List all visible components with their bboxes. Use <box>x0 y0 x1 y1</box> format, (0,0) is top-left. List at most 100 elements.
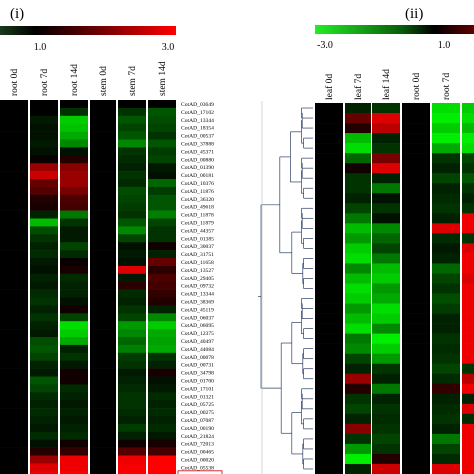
heatmap-cell <box>462 283 474 294</box>
heatmap-cell <box>118 376 146 385</box>
heatmap-cell <box>0 234 28 243</box>
heatmap-cell <box>402 213 430 224</box>
heatmap-cell <box>462 413 474 425</box>
heatmap-cell <box>30 344 58 354</box>
heatmap-cell <box>90 384 116 393</box>
heatmap-cell <box>0 218 28 227</box>
heatmap-cell <box>432 323 460 334</box>
heatmap-cell <box>315 263 343 274</box>
heatmap-cell <box>60 179 88 188</box>
heatmap-cell <box>345 343 371 354</box>
heatmap-cell <box>90 234 116 243</box>
heatmap-cell <box>462 273 474 284</box>
heatmap-cell <box>315 103 343 114</box>
row-label: CotAD_40497 <box>181 339 214 345</box>
heatmap-cell <box>0 423 28 433</box>
heatmap-cell <box>90 107 116 117</box>
heatmap-cell <box>372 253 400 264</box>
row-label: CotAD_11876 <box>181 189 214 195</box>
heatmap-cell <box>30 115 58 124</box>
heatmap-cell <box>90 179 116 188</box>
heatmap-cell <box>372 113 400 124</box>
heatmap-cell <box>402 183 430 194</box>
heatmap-cell <box>148 297 176 306</box>
heatmap-cell <box>118 400 146 409</box>
heatmap-cell <box>345 153 371 164</box>
heatmap-cell <box>90 368 116 377</box>
heatmap-cell <box>148 115 176 124</box>
heatmap-cell <box>402 303 430 314</box>
heatmap-cell <box>462 113 474 124</box>
heatmap-cell <box>148 384 176 393</box>
heatmap-cell <box>118 455 146 464</box>
heatmap-cell <box>60 439 88 448</box>
heatmap-cell <box>60 265 88 275</box>
heatmap-cell <box>60 289 88 298</box>
heatmap-cell <box>462 293 474 304</box>
heatmap-cell <box>30 179 58 188</box>
heatmap-cell <box>60 431 88 440</box>
heatmap-cell <box>432 393 460 405</box>
heatmap-cell <box>315 243 343 254</box>
heatmap-cell <box>315 403 343 415</box>
heatmap-cell <box>60 131 88 140</box>
heatmap-cell <box>345 133 371 144</box>
heatmap-cell <box>90 423 116 433</box>
heatmap-cell <box>60 305 88 314</box>
heatmap-cell <box>60 115 88 124</box>
heatmap-cell <box>30 352 58 361</box>
heatmap-cell <box>345 173 371 184</box>
heatmap-cell <box>60 281 88 290</box>
heatmap-cell <box>0 313 28 322</box>
heatmap-cell <box>60 297 88 306</box>
panel-ii-label: (ii) <box>405 6 423 22</box>
heatmap-cell <box>30 123 58 132</box>
heatmap-cell <box>345 303 371 314</box>
heatmap-cell <box>118 163 146 172</box>
heatmap-cell <box>148 179 176 188</box>
heatmap-cell <box>345 183 371 194</box>
heatmap-cell <box>372 123 400 134</box>
heatmap-cell <box>30 273 58 282</box>
heatmap-cell <box>90 147 116 156</box>
heatmap-cell <box>118 147 146 156</box>
heatmap-cell <box>118 242 146 251</box>
heatmap-cell <box>432 443 460 455</box>
heatmap-cell <box>30 258 58 267</box>
heatmap-cell <box>432 203 460 214</box>
heatmap-cell <box>462 243 474 254</box>
heatmap-cell <box>402 443 430 455</box>
heatmap-cell <box>432 233 460 244</box>
heatmap-cell <box>148 416 176 425</box>
heatmap-cell <box>315 203 343 214</box>
heatmap-cell <box>148 147 176 156</box>
heatmap-cell <box>90 360 116 369</box>
heatmap-cell <box>118 305 146 314</box>
heatmap-cell <box>315 313 343 324</box>
heatmap-cell <box>462 223 474 234</box>
heatmap-cell <box>315 413 343 425</box>
heatmap-cell <box>432 113 460 124</box>
heatmap-cell <box>148 218 176 227</box>
row-label: CotAD_17102 <box>181 110 214 116</box>
heatmap-cell <box>148 258 176 267</box>
heatmap-cell <box>432 433 460 445</box>
row-label: CotAD_44357 <box>181 228 214 234</box>
heatmap-cell <box>315 423 343 435</box>
heatmap-cell <box>345 243 371 254</box>
heatmap-cell <box>30 107 58 117</box>
heatmap-cell <box>30 171 58 180</box>
heatmap-cell <box>345 163 371 174</box>
heatmap-cell <box>0 360 28 369</box>
heatmap-cell <box>402 283 430 294</box>
heatmap-cell <box>90 329 116 338</box>
heatmap-cell <box>372 133 400 144</box>
heatmap-cell <box>315 283 343 294</box>
heatmap-cell <box>372 383 400 395</box>
row-label: CotAD_18354 <box>181 126 214 132</box>
heatmap-cell <box>148 408 176 417</box>
heatmap-cell <box>148 471 176 474</box>
heatmap-cell <box>402 343 430 354</box>
heatmap-cell <box>315 353 343 365</box>
heatmap-cell <box>372 173 400 184</box>
